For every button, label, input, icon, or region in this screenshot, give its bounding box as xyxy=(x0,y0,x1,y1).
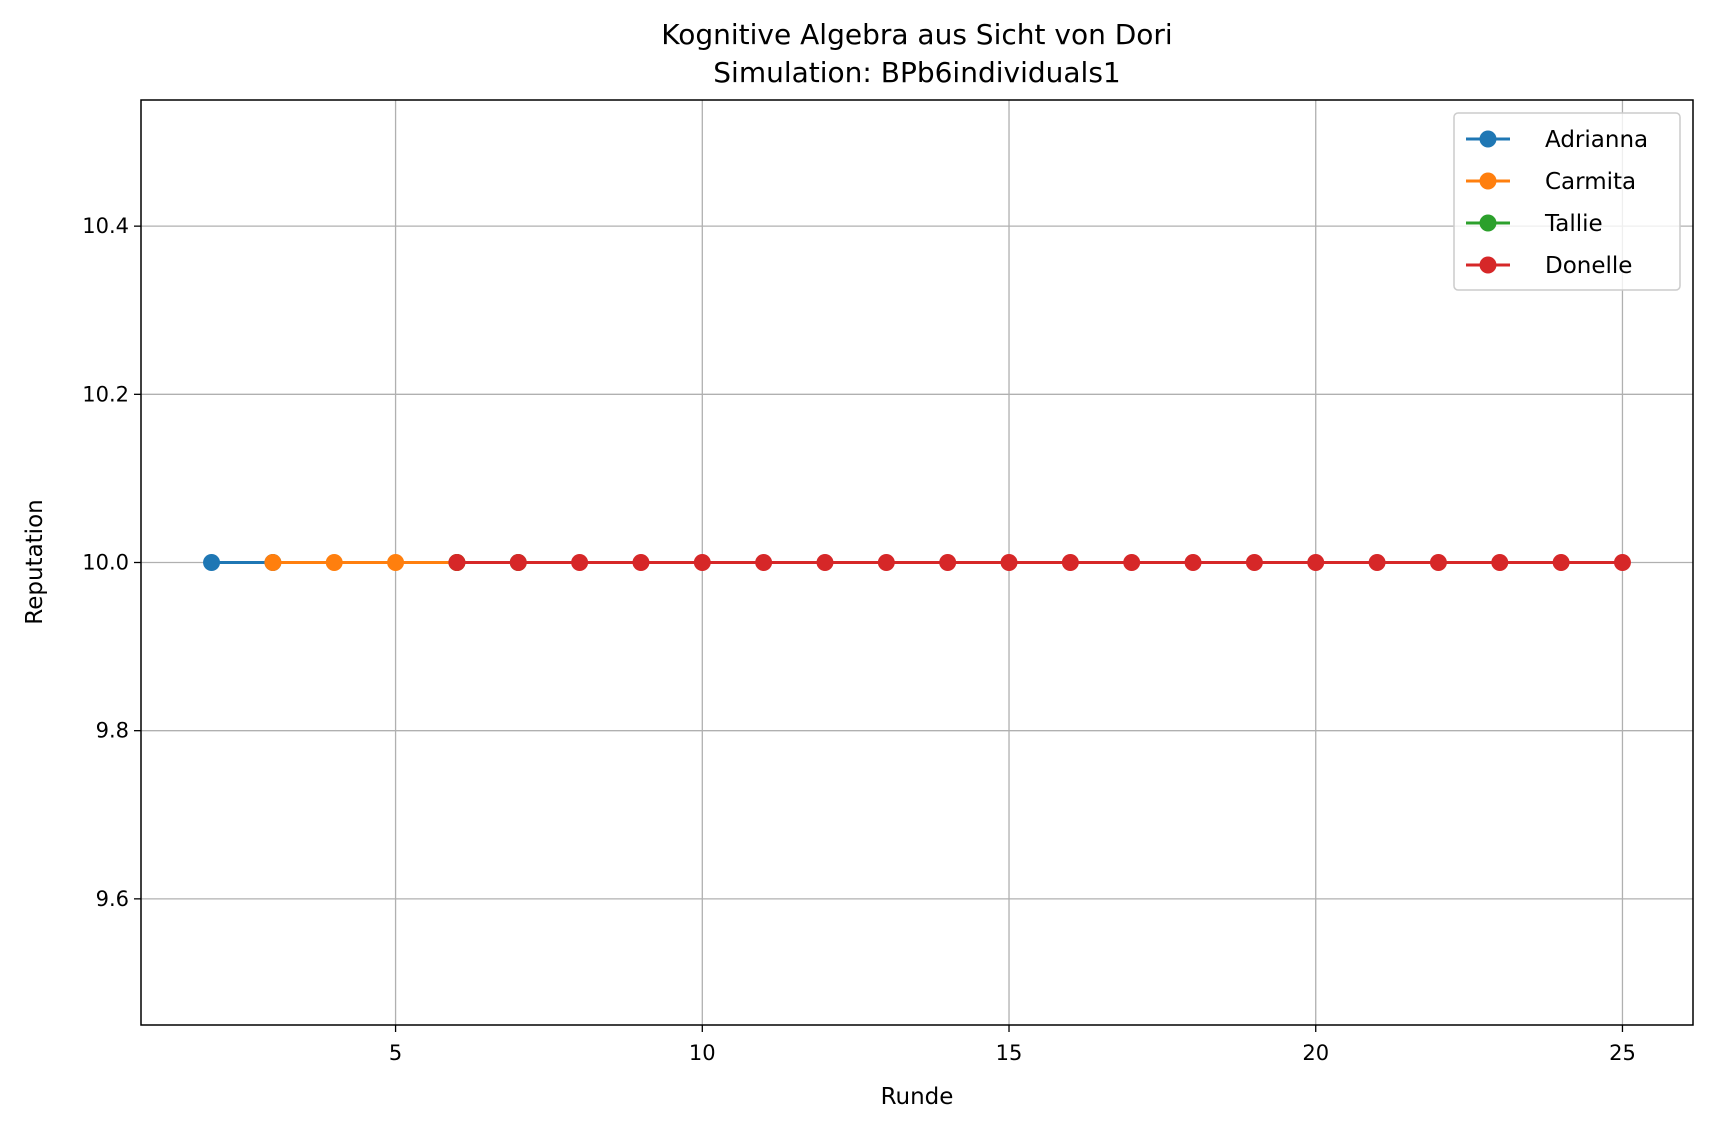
y-tick-label: 9.8 xyxy=(96,719,129,743)
y-tick-label: 10.0 xyxy=(82,551,129,575)
data-point xyxy=(1000,554,1018,571)
series-donelle xyxy=(448,554,1631,571)
data-point xyxy=(939,554,957,571)
data-point xyxy=(632,554,650,571)
legend-label: Carmita xyxy=(1545,169,1636,195)
x-axis-label: Runde xyxy=(881,1084,954,1110)
data-point xyxy=(1184,554,1202,571)
chart-title: Kognitive Algebra aus Sicht von Dori xyxy=(661,18,1172,51)
data-point xyxy=(755,554,773,571)
data-point xyxy=(1307,554,1325,571)
data-point xyxy=(816,554,834,571)
data-point xyxy=(571,554,589,571)
legend-marker xyxy=(1479,256,1497,274)
x-tick-label: 25 xyxy=(1609,1041,1636,1065)
axis-ticks: 5 10 15 20 25 9.6 9.8 10.0 10.2 10.4 xyxy=(82,214,1636,1065)
legend-item-carmita: Carmita xyxy=(1466,169,1636,195)
data-point xyxy=(1061,554,1079,571)
data-point xyxy=(203,554,221,571)
legend: Adrianna Carmita Tallie Donelle xyxy=(1453,112,1681,291)
data-point xyxy=(325,554,343,571)
data-point xyxy=(877,554,895,571)
legend-label: Donelle xyxy=(1545,253,1632,279)
data-point xyxy=(1123,554,1141,571)
y-axis-label: Reputation xyxy=(22,499,48,624)
legend-item-tallie: Tallie xyxy=(1466,211,1603,237)
y-tick-label: 10.4 xyxy=(82,214,129,238)
data-point xyxy=(448,554,466,571)
legend-label: Tallie xyxy=(1544,211,1603,237)
plot-series xyxy=(203,554,1631,571)
x-tick-label: 10 xyxy=(689,1041,716,1065)
legend-box xyxy=(1453,112,1681,291)
data-point xyxy=(693,554,711,571)
data-point xyxy=(1245,554,1263,571)
legend-label: Adrianna xyxy=(1545,127,1648,153)
legend-item-adrianna: Adrianna xyxy=(1466,127,1648,153)
legend-marker xyxy=(1479,172,1497,190)
data-point xyxy=(1491,554,1509,571)
data-point xyxy=(509,554,527,571)
data-point xyxy=(264,554,282,571)
legend-marker xyxy=(1479,130,1497,148)
x-tick-label: 20 xyxy=(1302,1041,1329,1065)
y-tick-label: 10.2 xyxy=(82,382,129,406)
y-tick-label: 9.6 xyxy=(96,887,129,911)
data-point xyxy=(1552,554,1570,571)
data-point xyxy=(1368,554,1386,571)
x-tick-label: 5 xyxy=(389,1041,402,1065)
legend-marker xyxy=(1479,214,1497,232)
data-point xyxy=(1429,554,1447,571)
chart-subtitle: Simulation: BPb6individuals1 xyxy=(713,56,1120,89)
data-point xyxy=(1613,554,1631,571)
legend-item-donelle: Donelle xyxy=(1466,253,1632,279)
data-point xyxy=(387,554,405,571)
plot-area-frame xyxy=(140,99,1694,1026)
x-tick-label: 15 xyxy=(996,1041,1023,1065)
